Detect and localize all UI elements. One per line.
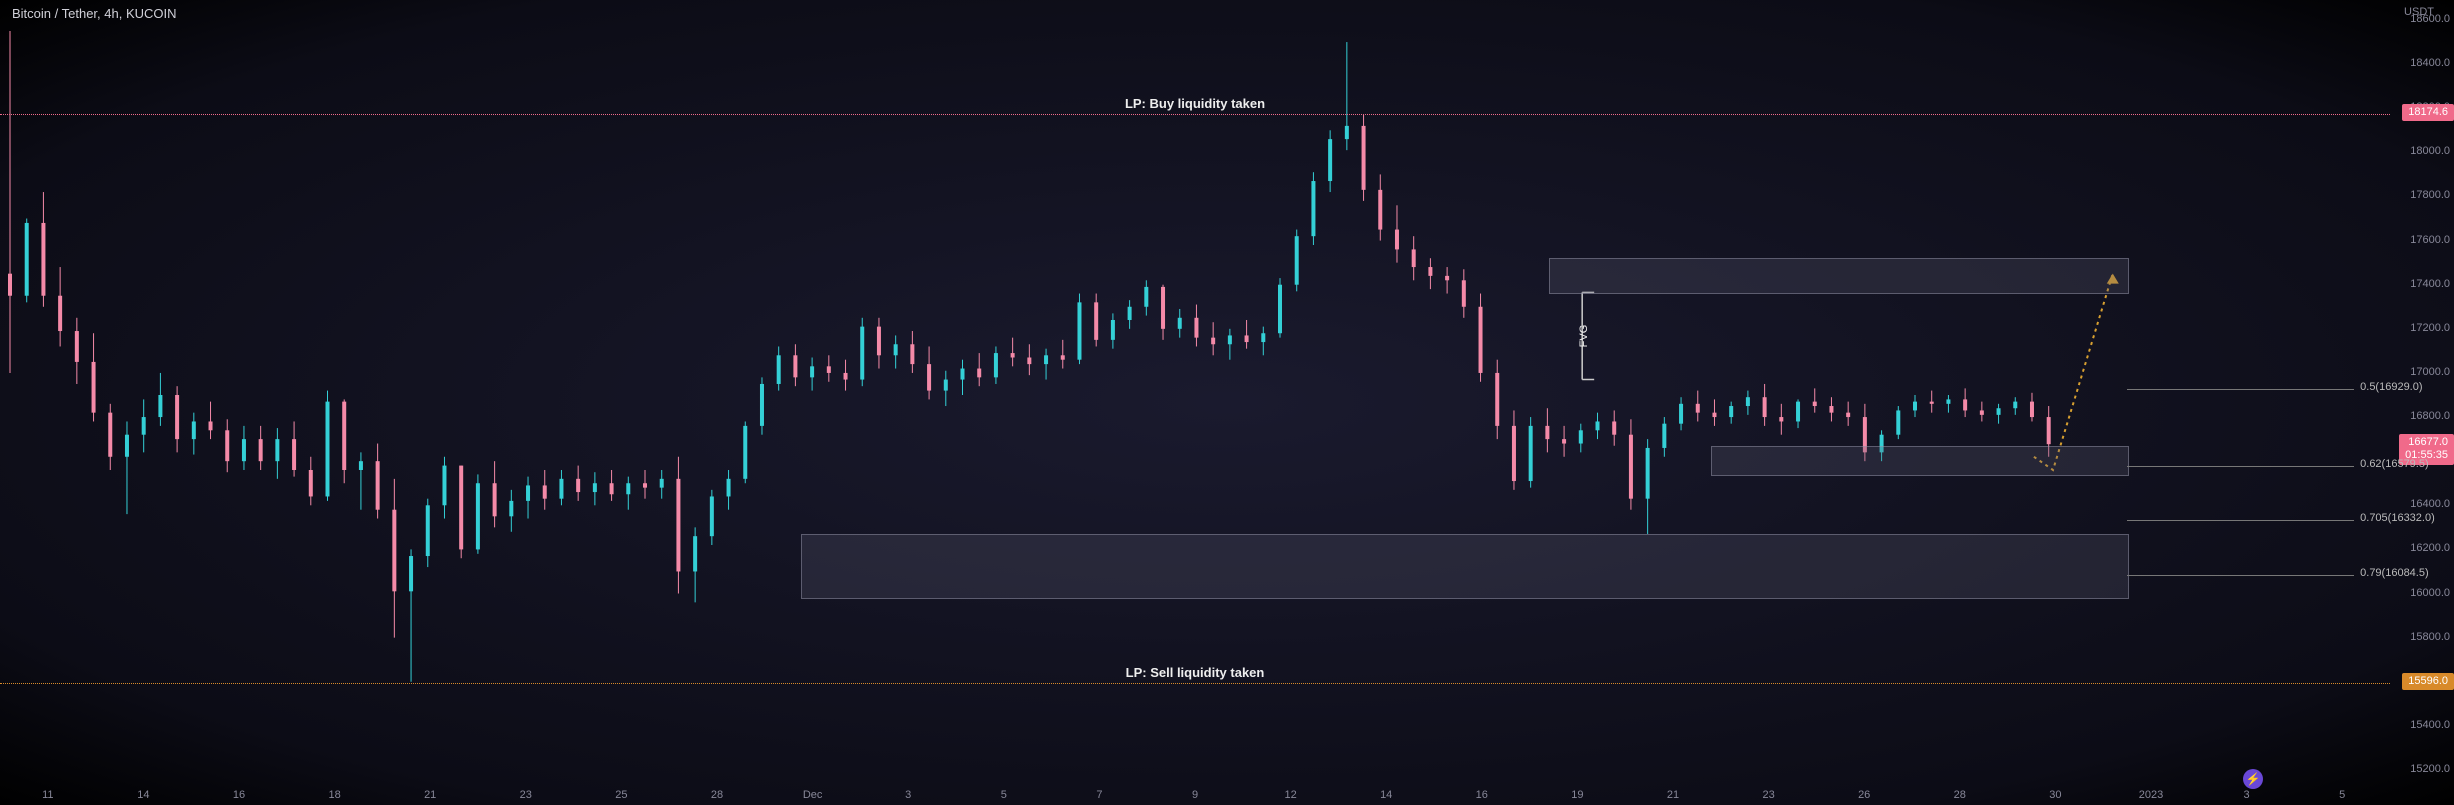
x-tick: 19 (1571, 789, 1583, 801)
y-tick: 15800.0 (2394, 631, 2450, 643)
price-marker: 18174.6 (2402, 104, 2454, 121)
fib-label: 0.5(16929.0) (2360, 381, 2422, 393)
x-tick: 16 (233, 789, 245, 801)
x-tick: 3 (2244, 789, 2250, 801)
x-tick: 11 (42, 789, 53, 801)
x-tick: 5 (1001, 789, 1007, 801)
y-tick: 15400.0 (2394, 719, 2450, 731)
x-tick: 3 (905, 789, 911, 801)
x-tick: 26 (1858, 789, 1870, 801)
x-tick: Dec (803, 789, 823, 801)
fib-label: 0.62(16579.5) (2360, 458, 2429, 470)
x-tick: 5 (2339, 789, 2345, 801)
y-tick: 17200.0 (2394, 322, 2450, 334)
y-tick: 16400.0 (2394, 498, 2450, 510)
x-tick: 18 (328, 789, 340, 801)
x-tick: 16 (1476, 789, 1488, 801)
demand-zone[interactable] (801, 534, 2129, 599)
fib-line (2127, 466, 2354, 467)
x-tick: 14 (137, 789, 149, 801)
fvg-zone[interactable] (1549, 258, 2129, 294)
x-tick: 7 (1096, 789, 1102, 801)
x-tick: 28 (711, 789, 723, 801)
y-tick: 17000.0 (2394, 366, 2450, 378)
lp-label: LP: Buy liquidity taken (1125, 96, 1265, 111)
price-chart[interactable]: Bitcoin / Tether, 4h, KUCOIN USDT 15200.… (0, 0, 2454, 805)
y-tick: 15200.0 (2394, 763, 2450, 775)
fvg-label: FVG (1578, 325, 1590, 348)
x-tick: 2023 (2139, 789, 2163, 801)
price-marker: 15596.0 (2402, 673, 2454, 690)
alert-badge-icon[interactable]: ⚡ (2243, 769, 2263, 789)
y-tick: 16800.0 (2394, 410, 2450, 422)
x-tick: 25 (615, 789, 627, 801)
y-tick: 17400.0 (2394, 278, 2450, 290)
fib-line (2127, 389, 2354, 390)
y-tick: 17600.0 (2394, 234, 2450, 246)
x-tick: 23 (520, 789, 532, 801)
x-tick: 14 (1380, 789, 1392, 801)
y-tick: 18400.0 (2394, 57, 2450, 69)
y-tick: 17800.0 (2394, 189, 2450, 201)
x-tick: 9 (1192, 789, 1198, 801)
y-tick: 18600.0 (2394, 13, 2450, 25)
y-tick: 16200.0 (2394, 542, 2450, 554)
x-tick: 28 (1954, 789, 1966, 801)
x-tick: 23 (1762, 789, 1774, 801)
ob-zone[interactable] (1711, 446, 2129, 477)
lp-line (0, 114, 2390, 115)
fib-label: 0.79(16084.5) (2360, 567, 2429, 579)
fib-label: 0.705(16332.0) (2360, 512, 2435, 524)
x-tick: 30 (2049, 789, 2061, 801)
y-tick: 18000.0 (2394, 145, 2450, 157)
fib-line (2127, 520, 2354, 521)
x-tick: 21 (1667, 789, 1679, 801)
x-tick: 12 (1284, 789, 1296, 801)
x-tick: 21 (424, 789, 436, 801)
y-tick: 16000.0 (2394, 587, 2450, 599)
lp-label: LP: Sell liquidity taken (1126, 665, 1265, 680)
chart-svg (0, 0, 2454, 805)
fib-line (2127, 575, 2354, 576)
lp-line (0, 683, 2390, 684)
